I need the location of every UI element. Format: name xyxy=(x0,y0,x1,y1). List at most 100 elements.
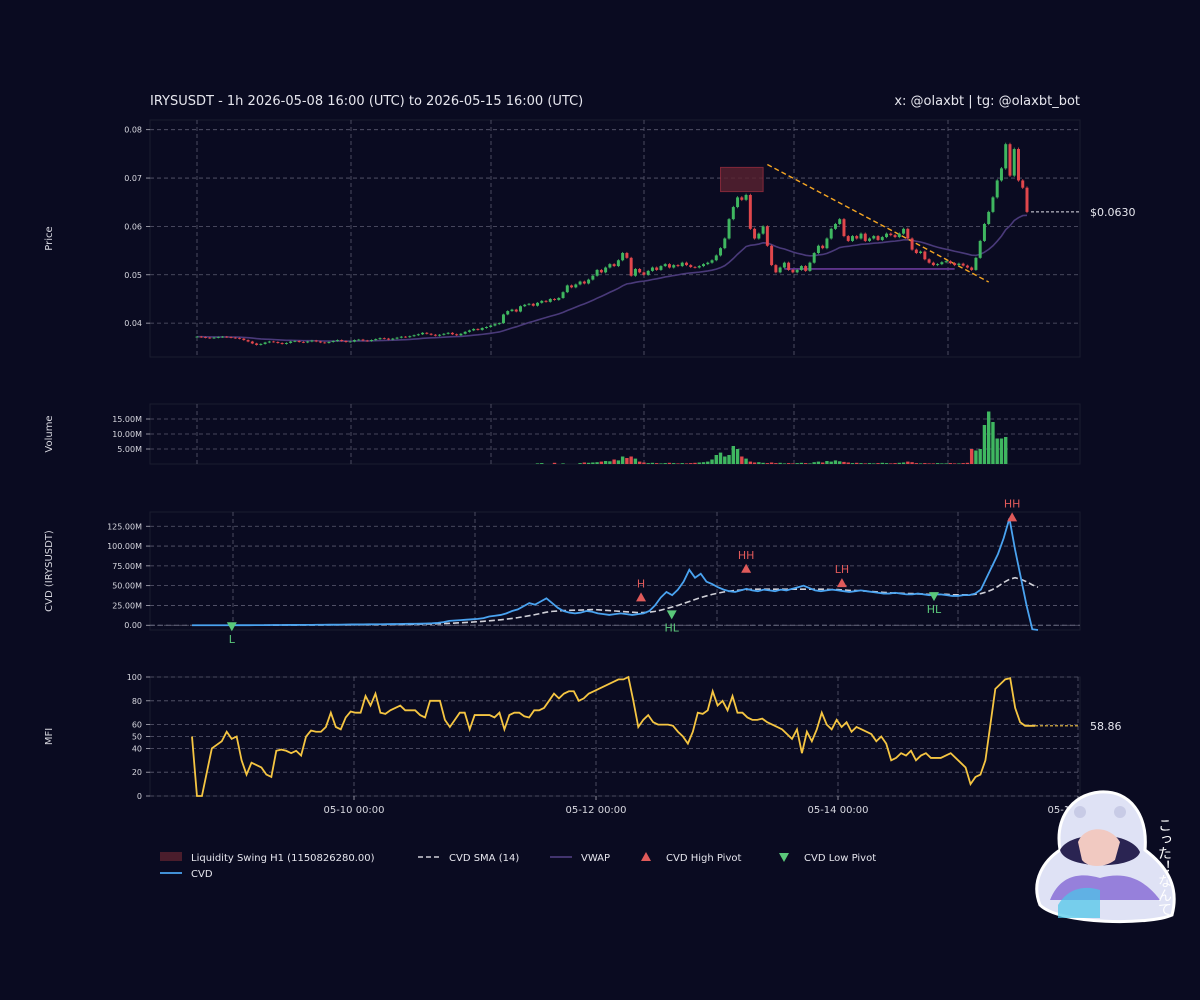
candle xyxy=(323,341,327,344)
volume-bar xyxy=(918,463,923,464)
candle xyxy=(821,244,825,250)
candle xyxy=(544,300,548,303)
volume-bar xyxy=(740,456,744,464)
candle xyxy=(335,339,339,342)
candle xyxy=(204,336,208,339)
candle xyxy=(719,247,723,257)
candle xyxy=(689,264,693,269)
candle xyxy=(931,261,935,267)
candle xyxy=(404,335,408,338)
candle xyxy=(638,267,642,274)
candle xyxy=(816,244,820,255)
volume-bar xyxy=(952,463,957,464)
candle xyxy=(527,302,531,306)
candle xyxy=(757,232,761,240)
volume-bar xyxy=(982,425,987,464)
candle xyxy=(446,332,450,335)
candle xyxy=(838,217,842,226)
volume-bar xyxy=(654,463,659,464)
candle xyxy=(761,225,765,235)
candle xyxy=(280,342,284,345)
candle xyxy=(327,341,331,344)
volume-bar xyxy=(578,463,582,464)
header: IRYSUSDT - 1h 2026-05-08 16:00 (UTC) to … xyxy=(150,94,1080,109)
y-tick-label: 125.00M xyxy=(107,522,142,531)
candle xyxy=(982,222,986,243)
cvd-low-pivot: HL xyxy=(665,610,680,634)
volume-bar xyxy=(838,461,842,464)
candle xyxy=(927,258,931,264)
volume-bar xyxy=(846,462,850,464)
candle xyxy=(923,250,927,261)
candle xyxy=(608,263,612,269)
legend-label: CVD High Pivot xyxy=(666,853,741,864)
candle xyxy=(727,217,731,240)
legend-item: Liquidity Swing H1 (1150826280.00) xyxy=(160,852,375,864)
volume-bar xyxy=(957,463,961,464)
candle xyxy=(799,265,803,271)
volume-bar xyxy=(820,462,825,464)
volume-bar xyxy=(769,462,774,464)
volume-bar xyxy=(633,458,638,464)
volume-bar xyxy=(893,463,897,464)
volume-bar xyxy=(974,450,978,464)
candle xyxy=(782,261,786,269)
candle xyxy=(702,263,706,268)
volume-bar xyxy=(637,461,642,464)
legend-label: VWAP xyxy=(581,853,610,864)
candle xyxy=(612,263,616,268)
candle xyxy=(1008,142,1012,177)
volume-bar xyxy=(867,463,872,464)
sticker-text: こった！なんて xyxy=(1156,818,1172,916)
candle xyxy=(540,300,544,304)
volume-bar xyxy=(786,463,791,464)
y-tick-label: 20 xyxy=(132,768,142,777)
candle xyxy=(642,271,646,276)
volume-bar xyxy=(889,463,893,464)
candle xyxy=(706,261,710,266)
volume-bar xyxy=(552,462,557,464)
volume-bar xyxy=(944,463,948,464)
volume-bar xyxy=(608,461,612,464)
candle xyxy=(723,237,727,250)
credit-label: x: @olaxbt | tg: @olaxbt_bot xyxy=(894,94,1080,109)
candle xyxy=(421,332,425,335)
candle xyxy=(999,166,1003,182)
candle xyxy=(536,301,540,307)
candle xyxy=(255,342,259,346)
cvd-panel: CVD (IRYSUSDT) 0.00 25.00M 50.00M 75.00M 100.… xyxy=(44,497,1081,646)
candle xyxy=(246,339,250,343)
volume-bar xyxy=(969,449,974,464)
volume-bar xyxy=(642,462,646,464)
candle xyxy=(629,256,633,277)
candle xyxy=(633,267,637,277)
volume-bar xyxy=(1004,437,1008,464)
volume-bar xyxy=(689,463,693,464)
candle xyxy=(514,308,518,313)
candle xyxy=(595,268,599,277)
candle xyxy=(476,328,480,331)
volume-bar xyxy=(701,462,706,464)
candle xyxy=(587,278,591,285)
candle xyxy=(229,336,233,339)
legend-item: CVD High Pivot xyxy=(641,852,741,864)
volume-bar xyxy=(795,463,799,464)
volume-bar xyxy=(935,463,940,464)
candle xyxy=(395,336,399,340)
candle xyxy=(842,217,846,238)
candle xyxy=(387,337,391,341)
candle xyxy=(880,235,884,242)
candle xyxy=(650,266,654,272)
candle xyxy=(289,340,293,344)
candle xyxy=(804,265,808,272)
volume-bar xyxy=(855,462,859,464)
candle xyxy=(940,261,944,266)
candle xyxy=(770,244,774,267)
volume-bar xyxy=(684,463,689,464)
candle xyxy=(974,256,978,271)
candle xyxy=(548,298,552,303)
candle xyxy=(506,310,510,316)
candle xyxy=(267,340,271,344)
candle xyxy=(863,232,867,243)
volume-bar xyxy=(620,456,625,464)
